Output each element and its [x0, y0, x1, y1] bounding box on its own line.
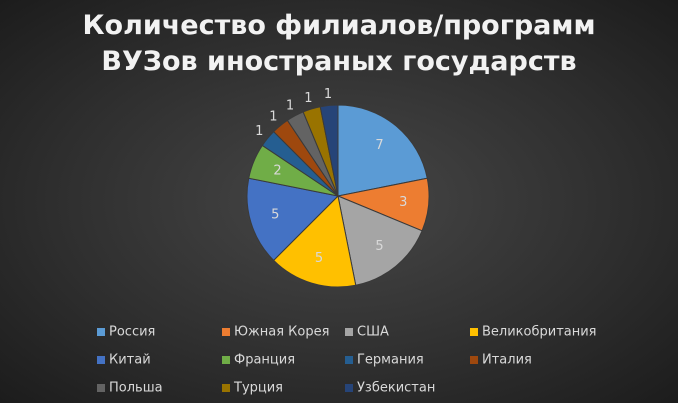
legend-label: Италия — [482, 353, 532, 368]
legend-label: Великобритания — [482, 325, 597, 340]
legend-swatch — [222, 384, 230, 392]
legend-label: Франция — [234, 353, 295, 368]
legend-swatch — [97, 328, 105, 336]
legend-swatch — [345, 328, 353, 336]
legend-swatch — [345, 356, 353, 364]
data-label: 5 — [375, 239, 383, 254]
data-label: 1 — [304, 91, 312, 106]
data-label: 3 — [399, 195, 407, 210]
legend-label: Турция — [233, 381, 283, 396]
legend-swatch — [97, 356, 105, 364]
pie-slice — [272, 194, 357, 288]
data-label: 1 — [255, 124, 263, 139]
data-label: 5 — [271, 208, 279, 223]
legend-label: Россия — [109, 325, 155, 340]
pie-slice — [337, 195, 423, 286]
data-label: 1 — [324, 87, 332, 102]
legend-swatch — [222, 328, 230, 336]
data-label: 1 — [286, 99, 294, 114]
legend-swatch — [470, 328, 478, 336]
legend-label: США — [357, 325, 389, 340]
legend-swatch — [97, 384, 105, 392]
legend-swatch — [222, 356, 230, 364]
pie-slice — [319, 104, 339, 197]
data-label: 5 — [315, 251, 323, 266]
legend-swatch — [470, 356, 478, 364]
legend-label: Германия — [357, 353, 424, 368]
data-label: 1 — [269, 110, 277, 125]
pie-slice — [337, 104, 428, 197]
legend-label: Китай — [109, 353, 151, 368]
legend-label: Польша — [109, 381, 163, 396]
legend-label: Узбекистан — [357, 381, 435, 396]
data-label: 2 — [273, 163, 281, 178]
legend-label: Южная Корея — [234, 325, 329, 340]
data-label: 7 — [375, 138, 383, 153]
legend-swatch — [345, 384, 353, 392]
pie-slice — [246, 177, 340, 262]
chart-title: Количество филиалов/программ ВУЗов иност… — [82, 10, 596, 77]
